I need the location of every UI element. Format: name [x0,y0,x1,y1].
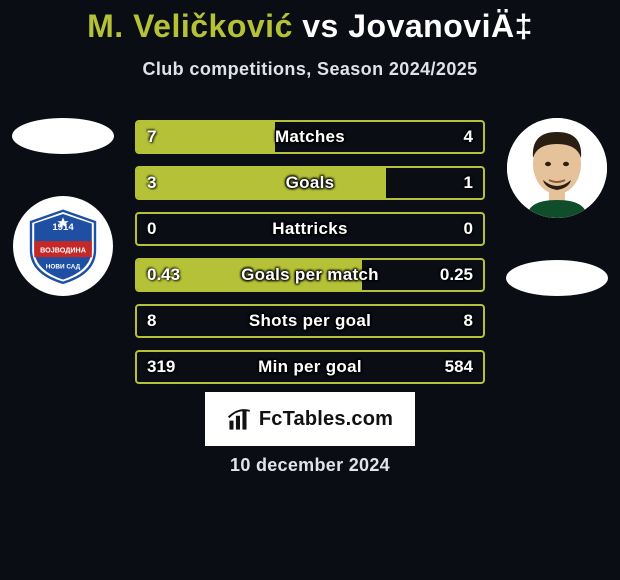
stat-bars: 74Matches 31Goals 0 0Hattricks 0.430.25Goals… [135,120,485,396]
left-column: 1914 ВОЈВОДИНА НОВИ САД [8,118,118,296]
fctables-label: FcTables.com [259,408,393,431]
svg-text:НОВИ САД: НОВИ САД [46,263,81,270]
vs-label: vs [302,8,339,44]
subtitle: Club competitions, Season 2024/2025 [0,59,620,80]
fctables-badge: FcTables.com [205,392,415,446]
svg-text:ВОЈВОДИНА: ВОЈВОДИНА [40,245,86,254]
player2-club-crest-placeholder [506,260,608,296]
chart-logo-icon [227,406,253,432]
bar-fill-left [137,122,275,152]
page-title: M. Veličković vs JovanoviÄ‡ [0,0,620,45]
stat-bar-row: 8 8Shots per goal [135,304,485,338]
stat-bar-row: 0 0Hattricks [135,212,485,246]
right-column [502,118,612,296]
stat-bar-row: 74Matches [135,120,485,154]
shield-icon: 1914 ВОЈВОДИНА НОВИ САД [23,206,103,286]
player1-photo-placeholder [12,118,114,154]
bar-value-left: 319 [147,352,175,382]
player1-name: M. Veličković [87,8,293,44]
bar-label: Hattricks [137,214,483,244]
bar-value-left: 8 [147,306,156,336]
stat-bar-row: 0.430.25Goals per match [135,258,485,292]
bar-value-right: 4 [464,122,473,152]
stat-bar-row: 319 584Min per goal [135,350,485,384]
bar-value-left: 0 [147,214,156,244]
stat-bar-row: 31Goals [135,166,485,200]
bar-label: Shots per goal [137,306,483,336]
player1-club-crest: 1914 ВОЈВОДИНА НОВИ САД [13,196,113,296]
player2-name: JovanoviÄ‡ [348,8,533,44]
avatar-icon [507,118,607,218]
bar-fill-left [137,168,386,198]
bar-label: Min per goal [137,352,483,382]
bar-value-right: 0.25 [440,260,473,290]
bar-value-right: 0 [464,214,473,244]
bar-value-right: 8 [464,306,473,336]
date-label: 10 december 2024 [0,455,620,476]
player2-photo [507,118,607,218]
bar-value-right: 584 [445,352,473,382]
bar-value-right: 1 [464,168,473,198]
bar-fill-left [137,260,362,290]
